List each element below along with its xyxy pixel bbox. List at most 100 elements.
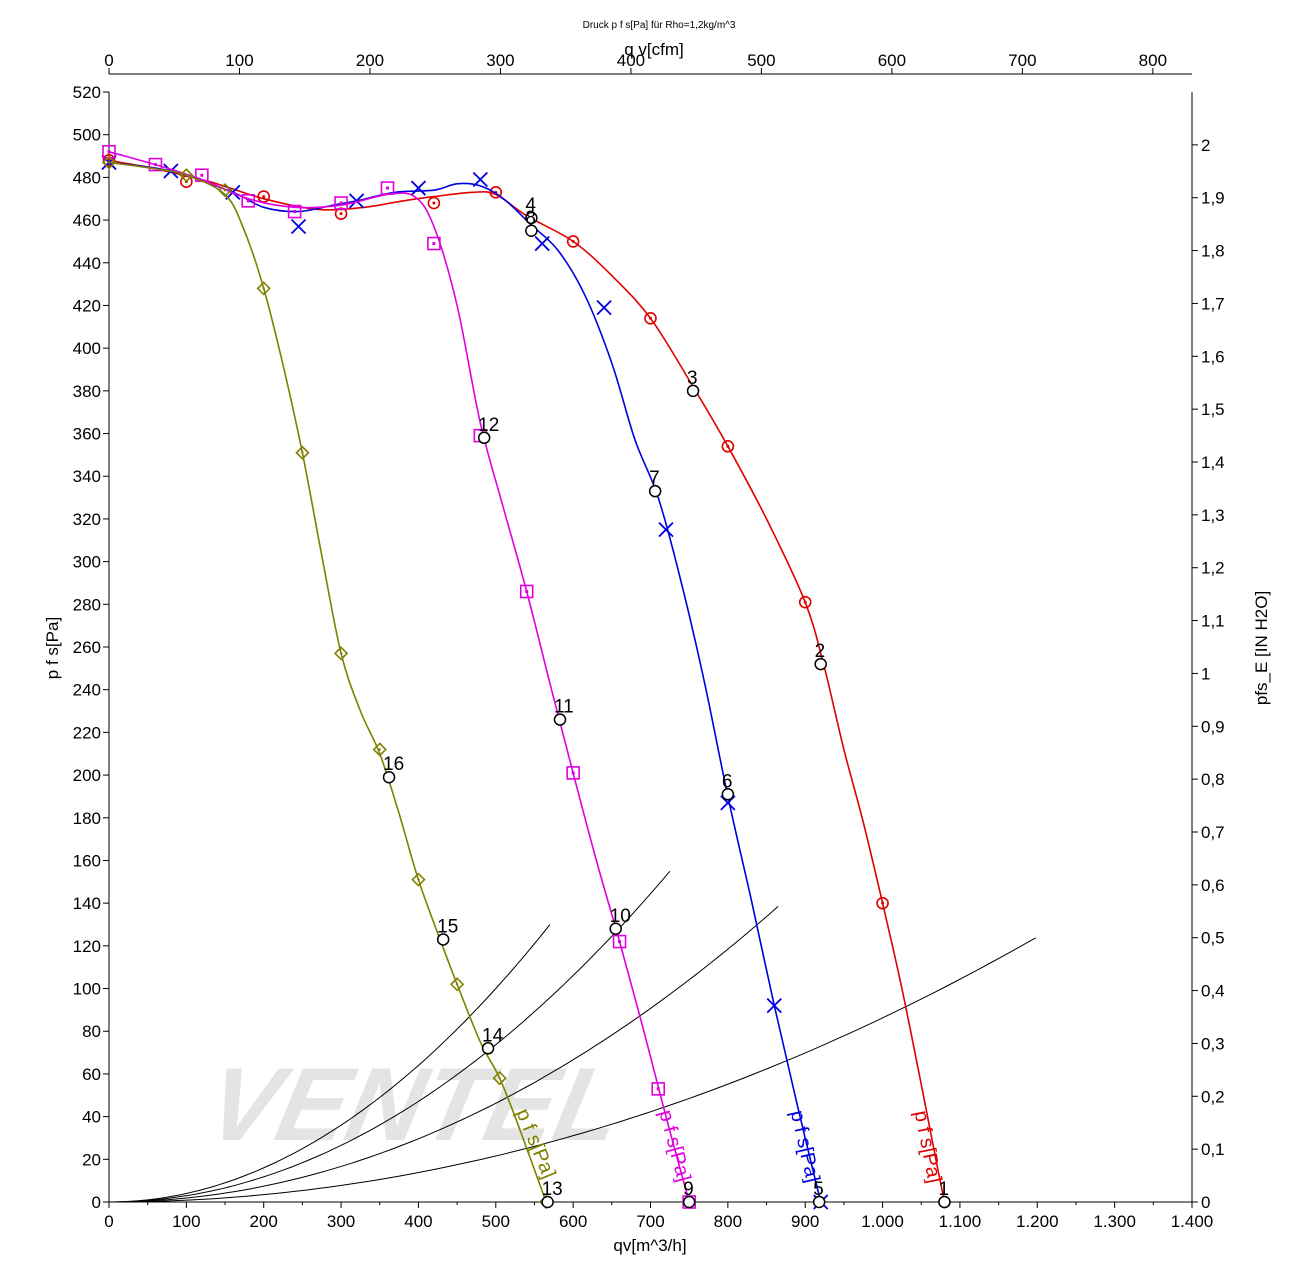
- y-tick-label: 300: [73, 553, 101, 572]
- ventel-watermark: VENTEL: [198, 1047, 633, 1163]
- data-point-marker-dot: [726, 444, 730, 448]
- series-label: p f s[Pa]: [910, 1109, 946, 1185]
- data-point-marker: [658, 521, 674, 538]
- data-point-marker-dot: [107, 150, 111, 154]
- data-point-marker: [876, 896, 889, 910]
- x-tick-label: 1.300: [1093, 1212, 1136, 1231]
- data-point-marker: [596, 299, 612, 316]
- operating-point-label: 7: [649, 468, 660, 489]
- data-point-marker: [102, 144, 116, 159]
- top-tick-label: 300: [486, 51, 514, 70]
- right-tick-label: 0,1: [1201, 1140, 1225, 1159]
- data-point-marker-dot: [262, 287, 265, 290]
- right-tick-label: 0,7: [1201, 823, 1225, 842]
- data-point-marker-dot: [417, 878, 420, 881]
- data-point-marker-dot: [339, 212, 343, 216]
- data-point-marker-dot: [525, 590, 529, 593]
- top-tick-label: 400: [617, 51, 645, 70]
- data-point-marker: [102, 154, 116, 167]
- operating-point-label: 15: [437, 916, 458, 937]
- data-point-marker: [410, 180, 427, 196]
- right-tick-label: 0,8: [1201, 770, 1225, 789]
- x-tick-label: 900: [791, 1212, 819, 1231]
- data-point-marker: [612, 934, 627, 949]
- y-tick-label: 480: [73, 168, 101, 187]
- data-point-marker-dot: [571, 771, 575, 775]
- operating-point-label: 9: [683, 1179, 694, 1200]
- data-point-marker: [256, 281, 271, 296]
- series-label: p f s[Pa]: [654, 1108, 694, 1185]
- chart-title: Druck p f s[Pa] für Rho=1,2kg/m^3: [583, 20, 736, 31]
- operating-point-marker: [525, 224, 538, 237]
- data-point-marker: [411, 872, 426, 887]
- operating-point-marker: [812, 1195, 826, 1209]
- y-tick-label: 160: [73, 851, 101, 870]
- right-tick-label: 1,4: [1201, 453, 1225, 472]
- data-point-marker: [651, 1082, 666, 1096]
- operating-point-marker: [541, 1195, 554, 1209]
- operating-point-label: 11: [554, 697, 574, 718]
- system-curve: [109, 937, 1036, 1203]
- y-tick-label: 200: [73, 766, 101, 785]
- right-tick-label: 1,8: [1201, 242, 1225, 261]
- operating-point-label: 5: [813, 1179, 824, 1200]
- data-point-marker: [766, 997, 782, 1014]
- data-point-marker-dot: [378, 748, 381, 751]
- data-point-marker-dot: [262, 195, 266, 199]
- y-axis-title: p f s[Pa]: [43, 617, 62, 679]
- right-tick-label: 1,9: [1201, 189, 1225, 208]
- right-tick-label: 1,3: [1201, 506, 1225, 525]
- series-line: [108, 161, 547, 1203]
- data-point-marker-dot: [618, 940, 622, 944]
- data-point-marker: [334, 196, 348, 210]
- data-point-marker-dot: [185, 174, 188, 177]
- operating-point-label: 1: [938, 1179, 949, 1200]
- operating-point-marker: [525, 211, 538, 225]
- x-tick-label: 400: [404, 1212, 432, 1231]
- data-point-marker-dot: [339, 201, 343, 205]
- operating-point-label: 14: [482, 1025, 504, 1046]
- data-point-marker: [472, 171, 488, 188]
- x-tick-label: 1.200: [1016, 1212, 1059, 1231]
- x-tick-label: 800: [714, 1212, 742, 1231]
- data-point-marker: [566, 766, 580, 780]
- x-tick-label: 1.100: [939, 1212, 982, 1231]
- data-point-marker-dot: [385, 186, 389, 190]
- y-tick-label: 100: [73, 980, 101, 999]
- data-point-marker: [492, 1071, 507, 1086]
- operating-point-marker: [436, 933, 450, 946]
- data-point-marker-dot: [339, 652, 343, 655]
- data-point-marker: [179, 168, 194, 183]
- data-point-marker: [287, 204, 302, 219]
- operating-point-marker: [686, 384, 700, 398]
- data-point-marker-dot: [223, 188, 227, 192]
- y-tick-label: 280: [73, 595, 101, 614]
- y-tick-label: 240: [73, 681, 101, 700]
- operating-point-marker: [682, 1195, 696, 1209]
- y-tick-label: 520: [73, 83, 101, 102]
- data-point-marker: [295, 445, 310, 460]
- right-tick-label: 0,9: [1201, 717, 1225, 736]
- right-axis-title: pfs_E [IN H2O]: [1252, 591, 1271, 705]
- y-tick-label: 60: [82, 1065, 101, 1084]
- data-point-marker: [372, 742, 387, 757]
- x-tick-label: 200: [250, 1212, 278, 1231]
- data-point-marker: [148, 157, 163, 172]
- y-tick-label: 180: [73, 809, 101, 828]
- data-point-marker: [333, 646, 349, 661]
- data-point-marker-dot: [301, 451, 304, 454]
- y-tick-label: 440: [73, 254, 101, 273]
- data-point-marker-dot: [432, 242, 436, 246]
- y-tick-label: 0: [92, 1193, 101, 1212]
- data-point-marker-dot: [455, 983, 459, 986]
- data-point-marker-dot: [571, 239, 575, 243]
- right-tick-label: 0,5: [1201, 929, 1225, 948]
- data-point-marker: [334, 207, 348, 220]
- x-tick-label: 100: [172, 1212, 200, 1231]
- system-curve: [109, 924, 551, 1203]
- y-tick-label: 80: [82, 1022, 101, 1041]
- system-curves-layer: [108, 870, 1036, 1203]
- top-tick-label: 800: [1139, 51, 1167, 70]
